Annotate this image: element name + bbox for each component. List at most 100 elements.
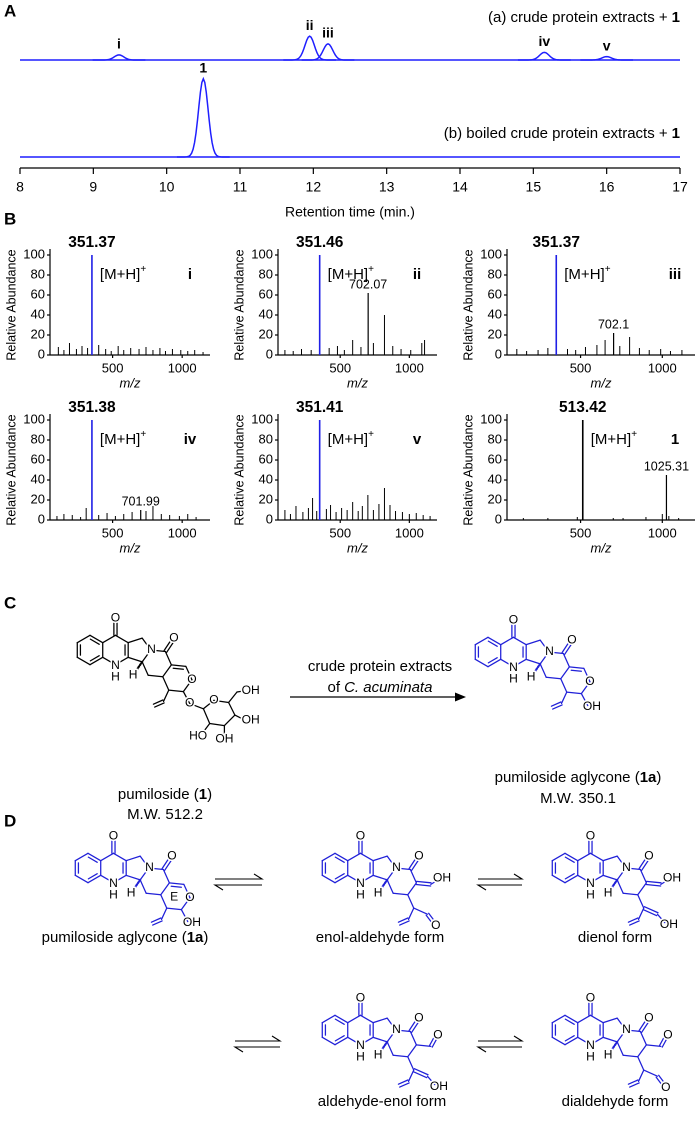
equilibrium-arrow — [476, 873, 524, 891]
peak-label: 702.07 — [349, 277, 387, 291]
bond — [637, 1056, 645, 1071]
bond — [112, 874, 127, 884]
bond — [213, 699, 230, 704]
bond — [154, 702, 165, 708]
compound-name: aldehyde-enol form — [318, 1093, 446, 1110]
base-peak-label: 513.42 — [559, 399, 606, 416]
bond — [560, 691, 568, 705]
peak-label: 702.1 — [598, 317, 629, 331]
bond — [561, 642, 570, 654]
bond — [397, 917, 409, 923]
bond — [334, 873, 345, 880]
bond — [637, 1044, 648, 1058]
bond — [487, 636, 502, 646]
bond — [100, 852, 115, 862]
bond — [638, 1020, 647, 1032]
atom-label: N — [111, 658, 120, 672]
x-axis-title: m/z — [120, 375, 141, 390]
ion-annotation-part: [M+H] — [100, 431, 140, 448]
y-tick-label: 100 — [480, 411, 502, 426]
bond — [548, 651, 565, 655]
compound-name-part: enol-aldehyde form — [316, 929, 444, 946]
panel-label: A — [4, 1, 16, 20]
bond — [428, 912, 436, 923]
y-tick-label: 100 — [251, 411, 273, 426]
ion-annotation-part: [M+H] — [591, 431, 631, 448]
y-tick-label: 40 — [488, 306, 502, 321]
bond — [399, 920, 410, 926]
bond — [234, 714, 244, 720]
bond — [551, 1036, 566, 1046]
peak — [580, 55, 634, 61]
bond — [411, 859, 419, 871]
bond — [189, 702, 205, 710]
atom-label: O — [356, 991, 365, 1005]
x-tick-label: 500 — [329, 360, 351, 375]
peak-label: iv — [538, 33, 550, 49]
ion-annotation: [M+H]+ — [328, 264, 374, 283]
compound-name: pumiloside aglycone (1a) — [42, 929, 209, 946]
bond — [643, 1069, 659, 1077]
y-tick-label: 60 — [259, 286, 273, 301]
y-axis-title: Relative Abundance — [461, 249, 475, 360]
atom-label: OH — [183, 915, 201, 929]
bond — [642, 908, 658, 917]
bond — [525, 658, 541, 665]
bond — [202, 722, 211, 733]
bond — [162, 868, 171, 884]
atom-label: O — [585, 674, 594, 688]
bond — [152, 699, 164, 705]
bond — [145, 892, 162, 896]
bond — [570, 669, 583, 672]
bond — [425, 914, 434, 925]
bond — [359, 852, 374, 862]
trace-label: (b) boiled crude protein extracts +1 — [444, 125, 680, 142]
bond — [87, 852, 102, 862]
bond — [334, 856, 345, 863]
bond — [589, 852, 604, 862]
bond — [426, 1075, 436, 1086]
atom-label: N — [586, 1038, 595, 1052]
bond — [76, 634, 91, 644]
bond — [564, 852, 579, 862]
atom-label: N — [586, 876, 595, 890]
y-tick-label: 40 — [31, 306, 45, 321]
compound-name: pumiloside aglycone (1a) — [495, 769, 662, 786]
atom-label: H — [129, 667, 138, 681]
bond — [114, 656, 129, 666]
x-tick-label: 500 — [570, 360, 592, 375]
atom-label: N — [145, 860, 154, 874]
compound-name-part: 1a — [640, 769, 657, 786]
bond — [407, 894, 415, 909]
y-tick-label: 20 — [31, 491, 45, 506]
bond — [583, 667, 591, 683]
bond — [629, 1082, 640, 1088]
atom-label: O — [209, 693, 218, 707]
bond — [160, 907, 168, 921]
x-tick-label: 9 — [89, 179, 97, 195]
y-tick-label: 20 — [259, 326, 273, 341]
bond — [89, 638, 100, 645]
bond — [413, 1068, 429, 1076]
atom-label: N — [392, 1022, 401, 1036]
bond — [564, 873, 575, 880]
bond — [512, 636, 527, 646]
bond — [609, 1040, 619, 1054]
bond — [577, 1014, 592, 1024]
y-tick-label: 80 — [31, 431, 45, 446]
bond — [180, 908, 189, 923]
bond — [102, 634, 117, 644]
y-tick-label: 60 — [488, 286, 502, 301]
atom-label: H — [527, 669, 536, 683]
compound-name-part: 1 — [199, 786, 207, 803]
atom-label: N — [622, 860, 631, 874]
compound-name-part: ) — [203, 929, 208, 946]
peak — [283, 35, 337, 61]
atom-label: O — [414, 849, 423, 863]
panel-label: B — [4, 209, 16, 228]
atom-label: O — [187, 672, 196, 686]
ion-annotation: [M+H]+ — [591, 429, 637, 448]
equilibrium-arrow — [213, 873, 264, 891]
bond — [89, 655, 100, 662]
x-tick-label: 1000 — [168, 360, 197, 375]
